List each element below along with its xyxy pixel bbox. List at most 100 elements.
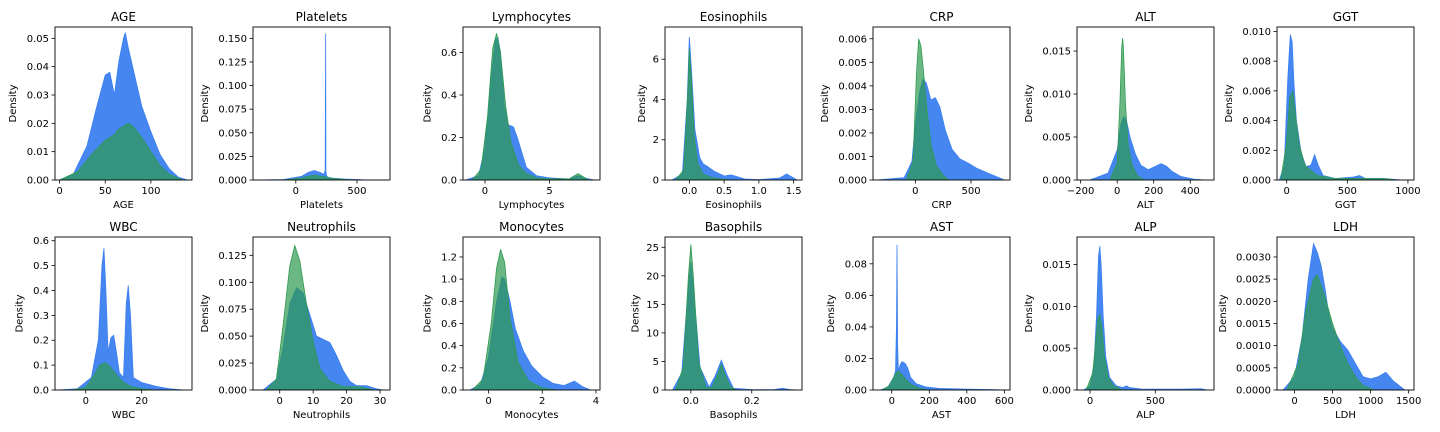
basophils-y-tick-label: 25: [646, 243, 659, 254]
crp-y-tick-label: 0.004: [838, 81, 867, 92]
subplot-alp: 0 500 0.000 0.005 0.010 0.015 ALP ALP Density: [1024, 220, 1215, 421]
wbc-title: WBC: [109, 220, 137, 234]
ast-x-axis-label: AST: [932, 410, 952, 421]
age-x-axis-label: AGE: [113, 200, 134, 211]
basophils-x-tick-label: 0.2: [744, 396, 760, 407]
ast-x-tick-label: 200: [920, 396, 939, 407]
age-y-tick-label: 0.05: [27, 34, 49, 45]
ggt-axes-frame: [1276, 26, 1415, 181]
alt-x-tick-label: 200: [1144, 186, 1163, 197]
neutrophils-y-tick-label: 0.000: [218, 386, 247, 397]
wbc-x-tick-label: 20: [135, 396, 148, 407]
crp-density-area-2: [905, 38, 950, 180]
ggt-x-axis-label: GGT: [1335, 200, 1357, 211]
platelets-y-tick-label: 0.025: [218, 152, 247, 163]
ggt-y-axis-label: Density: [1224, 84, 1235, 122]
ast-axes-frame: [872, 236, 1011, 391]
monocytes-y-tick-label: 0.6: [441, 319, 457, 330]
age-y-tick-label: 0.00: [27, 176, 49, 187]
neutrophils-title: Neutrophils: [287, 220, 356, 234]
age-x-tick-label: 0: [56, 186, 62, 197]
ldh-y-axis-label: Density: [1218, 294, 1229, 332]
ast-density-area-1: [880, 244, 1007, 390]
eosinophils-x-tick-label: 0.5: [716, 186, 732, 197]
alt-density-area-1: [1089, 115, 1205, 180]
platelets-axes-frame: [252, 26, 391, 181]
alt-x-tick-label: 0: [1114, 186, 1120, 197]
ldh-x-tick-label: 0: [1291, 396, 1297, 407]
neutrophils-axes-frame: [252, 236, 391, 391]
ldh-y-tick-label: 0.0020: [1236, 297, 1271, 308]
subplot-wbc: 0 20 0.0 0.1 0.2 0.3 0.4 0.5 0.6 WBC WBC Density: [14, 220, 193, 421]
age-density-area-1: [59, 32, 188, 180]
wbc-axes-frame: [54, 236, 193, 391]
basophils-y-tick-label: 5: [653, 357, 659, 368]
ggt-y-tick-label: 0.004: [1242, 116, 1271, 127]
ggt-y-tick-label: 0.000: [1242, 176, 1271, 187]
subplot-alt: −200 0 200 400 0.000 0.005 0.010 0.015 ALT ALT Den…: [1024, 10, 1215, 211]
neutrophils-x-tick-label: 0: [277, 396, 283, 407]
monocytes-x-tick-label: 4: [593, 396, 599, 407]
lymphocytes-title: Lymphocytes: [492, 10, 571, 24]
lymphocytes-x-tick-label: 5: [546, 186, 552, 197]
lymphocytes-x-tick-label: 0: [482, 186, 488, 197]
age-axes-frame: [54, 26, 193, 181]
ast-y-axis-label: Density: [826, 294, 837, 332]
platelets-x-tick-label: 0: [293, 186, 299, 197]
crp-y-tick-label: 0.006: [838, 34, 867, 45]
platelets-title: Platelets: [296, 10, 348, 24]
age-y-tick-label: 0.03: [27, 91, 49, 102]
eosinophils-axes-frame: [664, 26, 803, 181]
subplot-ggt: 0 500 1000 0.000 0.002 0.004 0.006 0.008 0.010 GG…: [1224, 10, 1421, 211]
subplot-lymphocytes: 0 5 0.0 0.2 0.4 0.6 Lymphocytes Lymphocytes Dens…: [422, 10, 601, 211]
lymphocytes-y-tick-label: 0.0: [441, 176, 457, 187]
alp-title: ALP: [1134, 220, 1156, 234]
alp-y-tick-label: 0.005: [1042, 344, 1071, 355]
eosinophils-x-axis-label: Eosinophils: [705, 200, 761, 211]
eosinophils-x-tick-label: 0.0: [681, 186, 697, 197]
alp-y-tick-label: 0.000: [1042, 386, 1071, 397]
neutrophils-x-tick-label: 10: [307, 396, 320, 407]
crp-y-axis-label: Density: [820, 84, 831, 122]
platelets-y-tick-label: 0.150: [218, 34, 247, 45]
ldh-y-tick-label: 0.0010: [1236, 341, 1271, 352]
subplot-ldh: 0 500 1000 1500 0.0000 0.0005 0.0010 0.0015 0.00…: [1218, 220, 1422, 421]
crp-title: CRP: [930, 10, 954, 24]
neutrophils-x-axis-label: Neutrophils: [293, 410, 350, 421]
alt-density-area-2: [1109, 38, 1146, 180]
monocytes-density-area-2: [471, 249, 556, 390]
wbc-y-tick-label: 0.0: [33, 386, 49, 397]
neutrophils-y-axis-label: Density: [200, 294, 211, 332]
alt-y-tick-label: 0.015: [1042, 47, 1071, 58]
wbc-y-axis-label: Density: [14, 294, 25, 332]
ast-x-tick-label: 400: [957, 396, 976, 407]
age-y-axis-label: Density: [8, 84, 19, 122]
alp-density-area-2: [1085, 313, 1123, 390]
platelets-y-tick-label: 0.050: [218, 128, 247, 139]
wbc-y-tick-label: 0.2: [33, 336, 49, 347]
ldh-y-tick-label: 0.0015: [1236, 319, 1271, 330]
ldh-x-axis-label: LDH: [1335, 410, 1356, 421]
alt-y-tick-label: 0.010: [1042, 90, 1071, 101]
monocytes-title: Monocytes: [499, 220, 564, 234]
platelets-y-tick-label: 0.125: [218, 57, 247, 68]
ldh-y-tick-label: 0.0025: [1236, 275, 1271, 286]
ggt-x-tick-label: 1000: [1395, 186, 1420, 197]
age-x-tick-label: 100: [141, 186, 160, 197]
wbc-y-tick-label: 0.3: [33, 311, 49, 322]
monocytes-y-tick-label: 0.2: [441, 363, 457, 374]
ggt-y-tick-label: 0.006: [1242, 86, 1271, 97]
platelets-y-tick-label: 0.100: [218, 81, 247, 92]
ast-density-area-2: [881, 370, 930, 390]
crp-y-tick-label: 0.002: [838, 128, 867, 139]
ggt-density-area-2: [1280, 90, 1396, 180]
monocytes-y-tick-label: 0.8: [441, 297, 457, 308]
platelets-y-axis-label: Density: [200, 84, 211, 122]
ldh-x-tick-label: 1000: [1358, 396, 1383, 407]
ast-y-tick-label: 0.02: [845, 354, 867, 365]
alt-x-tick-label: 400: [1181, 186, 1200, 197]
crp-y-tick-label: 0.003: [838, 105, 867, 116]
neutrophils-y-tick-label: 0.125: [218, 251, 247, 262]
ggt-y-tick-label: 0.002: [1242, 146, 1271, 157]
